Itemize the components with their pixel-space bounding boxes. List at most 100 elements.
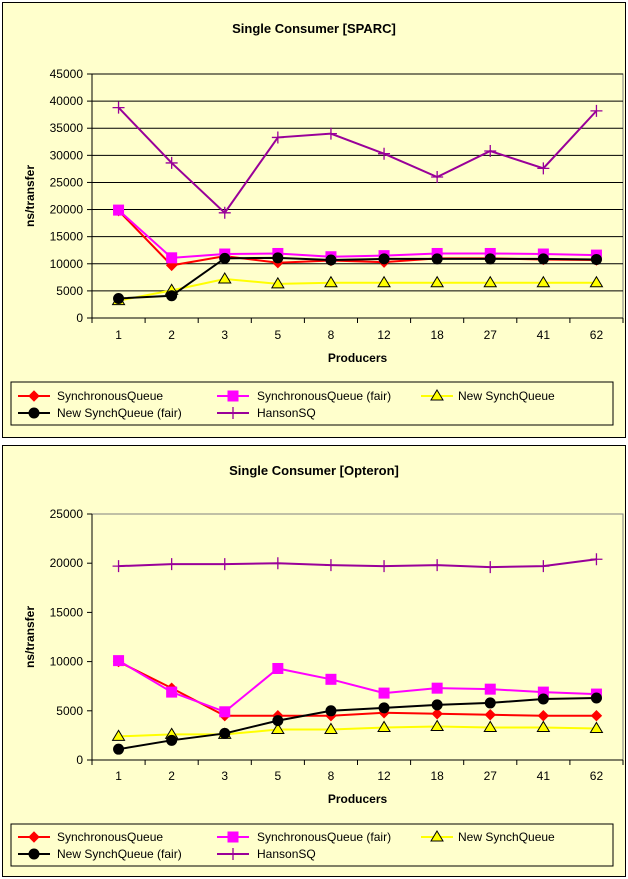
data-point xyxy=(113,655,125,667)
data-point xyxy=(218,206,231,219)
chart-panel-opteron: Single Consumer [Opteron] 0 5000 10000 15000… xyxy=(2,445,626,877)
series-line xyxy=(117,106,598,215)
x-tick-label: 12 xyxy=(377,328,391,342)
data-point xyxy=(431,708,443,720)
legend-label: SynchronousQueue xyxy=(57,389,163,403)
data-point xyxy=(590,692,602,704)
legend-label: SynchronousQueue xyxy=(57,830,163,844)
data-point xyxy=(217,271,232,284)
legend-item-synchronousqueue: SynchronousQueue xyxy=(18,389,163,403)
x-tick-label: 12 xyxy=(377,769,391,783)
chart-svg: Single Consumer [Opteron] 0 5000 10000 15000… xyxy=(10,463,624,867)
legend-item-new-synchqueue: New SynchQueue xyxy=(421,389,555,403)
data-point xyxy=(378,702,390,714)
legend-marker xyxy=(28,390,40,402)
data-point xyxy=(484,709,496,721)
data-point xyxy=(378,147,391,160)
chart-svg: Single Consumer [SPARC] 0 5000 10000 15000 20… xyxy=(10,21,624,426)
y-tick-label: 40000 xyxy=(50,94,84,108)
data-point xyxy=(484,144,497,157)
data-point xyxy=(431,171,444,184)
x-tick-label: 27 xyxy=(484,328,498,342)
data-point xyxy=(431,559,444,572)
series-synchronousqueue-fair xyxy=(113,655,602,718)
legend-marker xyxy=(28,831,40,843)
x-tick-label: 8 xyxy=(328,328,335,342)
data-point xyxy=(272,662,284,674)
legend-item-new-synchqueue: New SynchQueue xyxy=(421,830,555,844)
legend-item-synchronousqueue-fair: SynchronousQueue (fair) xyxy=(217,389,391,403)
y-tick-label: 45000 xyxy=(50,67,84,81)
chart-title: Single Consumer [Opteron] xyxy=(229,463,399,478)
data-point xyxy=(484,683,496,695)
chart-panel-sparc: Single Consumer [SPARC] 0 5000 10000 15000 20… xyxy=(2,2,626,438)
data-point xyxy=(272,715,284,727)
data-point xyxy=(270,722,285,734)
data-point xyxy=(112,101,125,114)
data-point xyxy=(166,734,178,746)
data-point xyxy=(590,104,603,117)
data-point xyxy=(537,253,549,265)
y-tick-label: 15000 xyxy=(50,605,84,619)
legend-item-synchronousqueue-fair: SynchronousQueue (fair) xyxy=(217,830,391,844)
x-tick-label: 3 xyxy=(221,328,228,342)
y-tick-label: 10000 xyxy=(50,257,84,271)
legend-label: New SynchQueue (fair) xyxy=(57,406,182,420)
data-point xyxy=(166,686,178,698)
data-point xyxy=(272,252,284,264)
series-line xyxy=(118,256,597,300)
x-tick-label: 2 xyxy=(168,769,175,783)
series-line xyxy=(118,558,597,569)
legend-label: New SynchQueue xyxy=(458,830,555,844)
x-axis-label: Producers xyxy=(328,351,388,365)
data-point xyxy=(483,275,498,288)
legend-item-new-synchqueue-fair: New SynchQueue (fair) xyxy=(18,847,182,861)
data-point xyxy=(113,292,125,304)
x-tick-label: 1 xyxy=(115,769,122,783)
data-point xyxy=(324,275,338,288)
legend xyxy=(10,823,614,867)
x-tick-label: 41 xyxy=(537,328,551,342)
data-point xyxy=(483,720,498,733)
data-point xyxy=(165,558,178,571)
legend-marker xyxy=(227,831,239,843)
y-axis-label: ns/transfer xyxy=(23,165,37,227)
y-tick-label: 20000 xyxy=(50,556,84,570)
x-tick-label: 2 xyxy=(168,328,175,342)
y-tick-label: 25000 xyxy=(50,507,84,521)
data-point xyxy=(111,729,126,741)
series-line xyxy=(117,209,597,259)
x-tick-label: 18 xyxy=(430,328,444,342)
data-point xyxy=(219,727,231,739)
data-point xyxy=(271,557,284,570)
data-point xyxy=(324,559,337,572)
x-tick-label: 41 xyxy=(537,769,551,783)
data-point xyxy=(377,720,391,733)
data-point xyxy=(431,699,443,711)
legend xyxy=(10,381,614,426)
series-line xyxy=(118,659,597,713)
series-new-synchqueue-fair xyxy=(113,692,602,755)
data-point xyxy=(325,673,337,685)
data-point xyxy=(325,254,337,266)
data-point xyxy=(590,253,602,265)
x-tick-label: 3 xyxy=(221,769,228,783)
legend-marker xyxy=(227,407,239,419)
data-point xyxy=(378,560,391,573)
data-point xyxy=(324,127,337,140)
series-new-synchqueue-fair xyxy=(113,252,602,304)
y-tick-label: 15000 xyxy=(50,230,84,244)
series-line xyxy=(118,697,597,751)
x-tick-label: 62 xyxy=(590,328,604,342)
series-line xyxy=(118,277,597,302)
y-tick-label: 10000 xyxy=(50,655,84,669)
data-point xyxy=(537,162,550,175)
legend-label: HansonSQ xyxy=(257,847,316,861)
data-point xyxy=(324,722,338,734)
data-point xyxy=(112,560,125,573)
y-tick-label: 5000 xyxy=(56,284,83,298)
data-point xyxy=(590,553,603,566)
series-hansonsq xyxy=(112,553,603,574)
plot-area xyxy=(91,513,624,761)
legend-marker xyxy=(28,848,40,860)
